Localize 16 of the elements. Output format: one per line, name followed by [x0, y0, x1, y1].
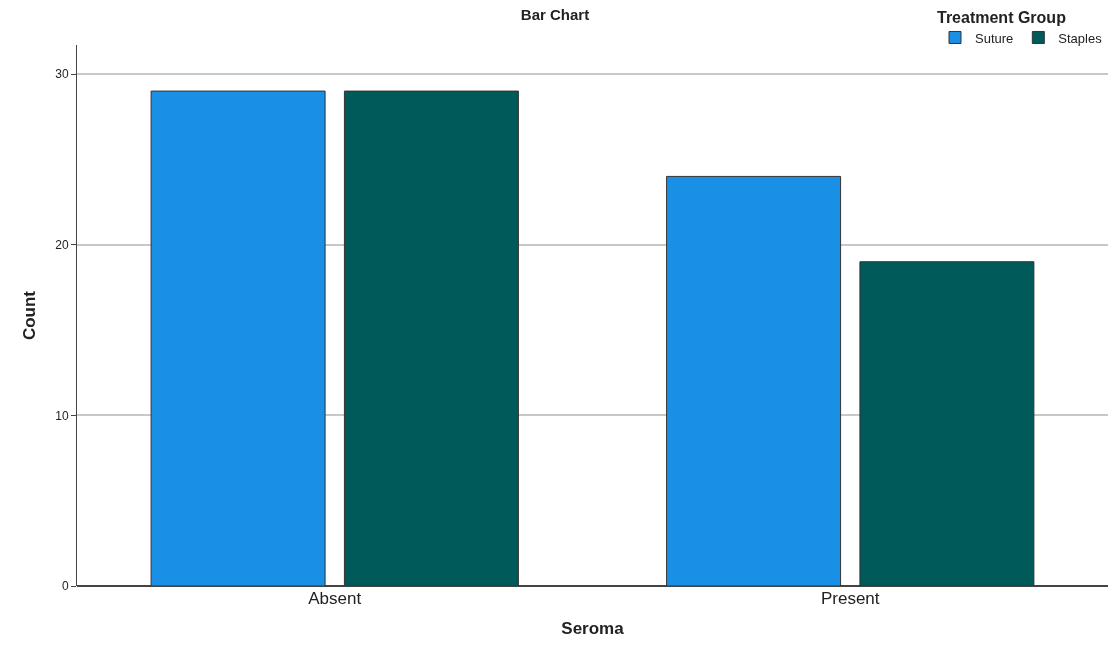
x-tick-label: Present: [820, 589, 880, 608]
y-axis-title: Count: [19, 290, 39, 341]
bar: [859, 261, 1035, 586]
legend-label: Staples: [1058, 30, 1103, 46]
y-tick-label: 30: [55, 67, 69, 82]
bar: [150, 90, 326, 586]
chart-title: Bar Chart: [520, 6, 590, 24]
y-tick-label: 10: [55, 408, 69, 423]
bar: [343, 90, 519, 586]
legend-label: Suture: [975, 30, 1014, 46]
y-tick-label: 0: [61, 579, 69, 594]
x-axis-title: Seroma: [561, 619, 625, 639]
y-tick-label: 20: [55, 237, 69, 252]
legend-title: Treatment Group: [937, 8, 1067, 26]
bar: [666, 175, 842, 586]
x-tick-label: Absent: [308, 589, 362, 608]
